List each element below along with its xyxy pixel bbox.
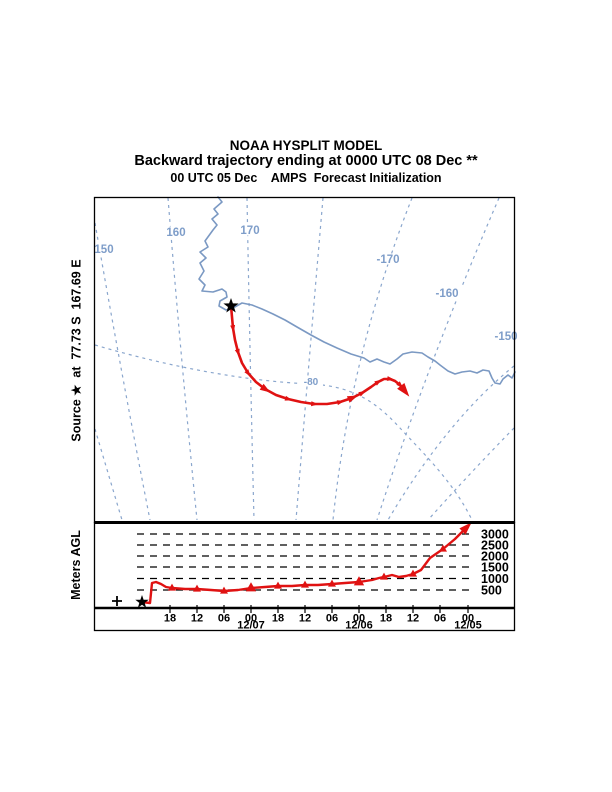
- trajectory-marker: [284, 395, 293, 401]
- meridian-label-backing: [372, 253, 404, 265]
- meridian-line: [376, 197, 500, 521]
- y-axis-label: 3000: [481, 528, 509, 542]
- y-axis-label: 1000: [481, 572, 509, 586]
- date-label: 12/06: [345, 620, 373, 632]
- trajectory-marker: [234, 348, 240, 357]
- map-trajectory: [223, 298, 410, 407]
- trajectory-marker: [244, 369, 251, 377]
- meridian-label: -160: [435, 288, 458, 300]
- source-location-label: Source ★ at 77.73 S 167.69 E: [69, 259, 84, 442]
- profile-marker: [168, 583, 176, 591]
- profile-marker: [193, 584, 201, 592]
- hour-label: 12: [191, 613, 203, 625]
- hour-label: 06: [434, 613, 446, 625]
- trajectory-marker-24h: [346, 395, 358, 403]
- profile-marker: [301, 580, 309, 588]
- profile-marker: [220, 586, 228, 594]
- profile-marker: [439, 544, 447, 552]
- profile-marker: [274, 581, 282, 589]
- profile-trajectory: [112, 522, 472, 608]
- trajectory-path: [229, 304, 406, 406]
- y-axis-label: 500: [481, 584, 502, 598]
- trajectory-marker: [358, 390, 366, 397]
- meridian-label: 150: [94, 244, 113, 256]
- model-title: NOAA HYSPLIT MODEL: [229, 138, 383, 153]
- meridian-label: -170: [376, 254, 399, 266]
- profile-plus-marker: [112, 596, 122, 606]
- meridian-label-backing: [164, 226, 188, 238]
- date-label: 12/05: [454, 620, 482, 632]
- meridian-label-backing: [490, 330, 522, 342]
- meters-agl-label: Meters AGL: [69, 530, 83, 600]
- y-axis-label: 2500: [481, 539, 509, 553]
- meridian-line: [167, 197, 198, 521]
- hour-label: 06: [326, 613, 338, 625]
- map-graticule: [94, 197, 515, 521]
- profile-source-star: [135, 595, 149, 608]
- source-star: [223, 298, 239, 313]
- trajectory-marker: [230, 324, 236, 333]
- meridian-line: [295, 197, 324, 521]
- initialization-subtitle: 00 UTC 05 Dec AMPS Forecast Initializati…: [170, 171, 442, 185]
- latitude-circle-label: -80: [304, 377, 319, 388]
- trajectory-marker: [336, 400, 345, 406]
- hour-label: 00: [245, 613, 257, 625]
- meridian-line: [246, 197, 255, 521]
- profile-marker: [328, 579, 336, 587]
- profile-gridlines: [137, 533, 473, 591]
- meridian-label-backing: [238, 224, 262, 236]
- map-coastline: [198, 196, 516, 385]
- trajectory-marker-24h: [259, 383, 271, 393]
- hour-label: 06: [218, 613, 230, 625]
- hour-label: 12: [299, 613, 311, 625]
- meridian-line: [94, 428, 123, 521]
- y-axis-label: 2000: [481, 550, 509, 564]
- latitude-circle-line: [94, 344, 472, 519]
- profile-end-arrow: [459, 522, 472, 535]
- meridian-label: 170: [240, 225, 259, 237]
- profile-marker-24h: [353, 576, 365, 586]
- trajectory-end-arrow: [397, 383, 410, 397]
- height-profile-path: [140, 526, 468, 605]
- meridian-line: [332, 197, 413, 521]
- profile-marker: [380, 572, 388, 580]
- trajectory-ending-title: Backward trajectory ending at 0000 UTC 0…: [134, 153, 478, 169]
- hour-label: 00: [353, 613, 365, 625]
- trajectory-marker: [386, 376, 395, 381]
- map-border: [93, 196, 516, 524]
- hour-label: 00: [462, 613, 474, 625]
- meridian-label-backing: [92, 243, 116, 255]
- date-label: 12/07: [237, 620, 265, 632]
- y-axis-label: 1500: [481, 561, 509, 575]
- meridian-line: [387, 365, 515, 521]
- map-graticule-labels: 150 160 170 -170 -160 -150 -80: [92, 224, 522, 388]
- hour-label: 18: [380, 613, 392, 625]
- hour-label: 12: [407, 613, 419, 625]
- trajectory-marker: [311, 401, 319, 407]
- meridian-label: 160: [166, 227, 185, 239]
- hour-label: 18: [164, 613, 176, 625]
- trajectory-marker: [374, 379, 382, 386]
- profile-marker-24h: [245, 582, 257, 592]
- meridian-label: -150: [494, 331, 517, 343]
- profile-marker: [409, 569, 417, 577]
- hour-label: 18: [272, 613, 284, 625]
- latitude-label-backing: [299, 376, 323, 387]
- coastline-path: [198, 196, 516, 385]
- meridian-label-backing: [431, 287, 463, 299]
- meridian-line: [94, 222, 151, 521]
